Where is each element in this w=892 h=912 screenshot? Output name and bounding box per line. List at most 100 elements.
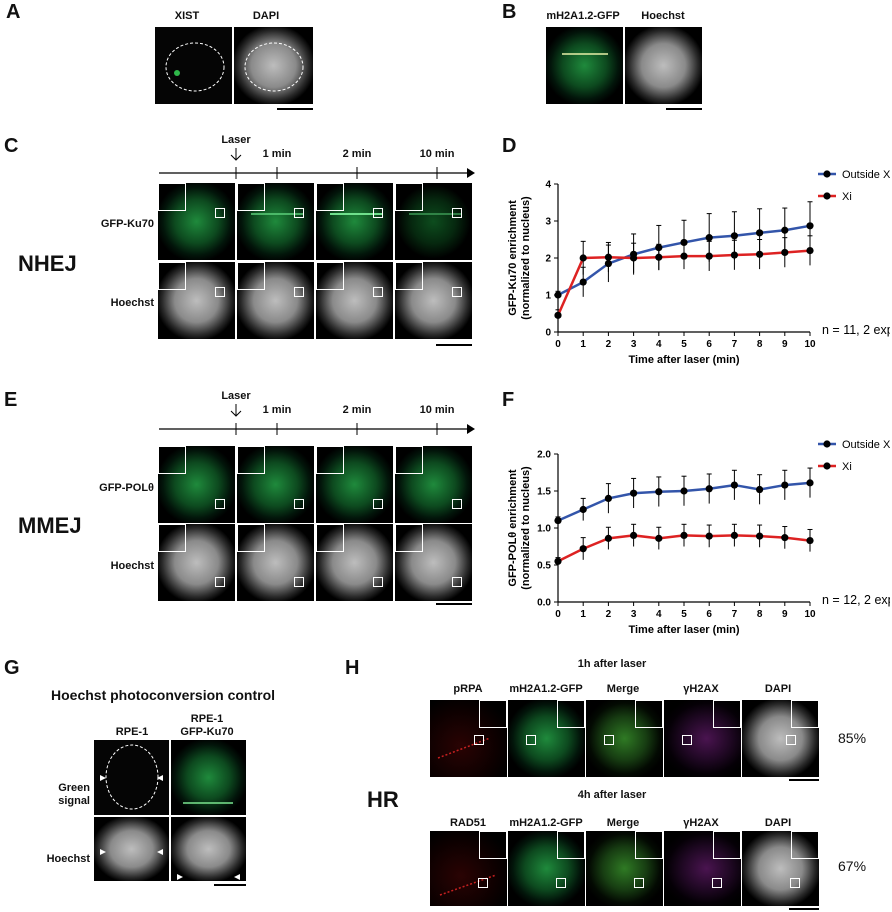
zoom-inset	[395, 446, 423, 474]
h-bottom-title: 4h after laser	[577, 789, 647, 801]
x-tick-label: 7	[732, 339, 738, 350]
data-point	[705, 485, 713, 493]
hoechst-e-t2	[316, 524, 393, 601]
roi-box	[712, 878, 722, 888]
roi-box	[452, 499, 462, 509]
roi-box	[682, 735, 692, 745]
data-point	[579, 254, 587, 262]
zoom-inset	[479, 831, 507, 859]
roi-box	[373, 499, 383, 509]
zoom-inset	[237, 183, 265, 211]
scale-bar	[436, 603, 472, 605]
hr-label: HR	[367, 787, 399, 812]
x-tick-label: 9	[782, 339, 788, 350]
pct-top: 85%	[838, 730, 867, 746]
x-tick-label: 10	[804, 609, 816, 620]
data-point	[579, 505, 587, 514]
panel-letter-d: D	[502, 135, 517, 157]
zoom-inset	[158, 262, 186, 290]
roi-box	[373, 208, 383, 218]
time-1min: 1 min	[262, 148, 292, 160]
y-tick-label: 3	[545, 217, 551, 228]
data-point	[806, 479, 814, 487]
mh2a-gfp-image	[546, 27, 623, 104]
pct-bottom: 67%	[838, 858, 867, 874]
zoom-inset	[158, 183, 186, 211]
g-rpe1-green	[94, 740, 169, 815]
row-green-signal: Green signal	[58, 782, 90, 807]
h-top-col-4: γH2AX	[683, 683, 719, 695]
roi-box	[452, 287, 462, 297]
zoom-inset	[635, 700, 663, 728]
roi-box	[215, 499, 225, 509]
data-point	[630, 254, 638, 262]
time-1min: 1 min	[262, 404, 292, 416]
y-tick-label: 0.5	[537, 561, 551, 572]
h-top-title: 1h after laser	[577, 658, 647, 670]
data-point	[554, 517, 562, 525]
data-point	[655, 253, 663, 261]
scale-bar	[214, 884, 246, 886]
laser-label: Laser	[221, 390, 251, 402]
data-point	[630, 489, 638, 497]
scale-bar	[666, 108, 702, 110]
ku70-t0	[158, 183, 235, 260]
data-point	[730, 481, 738, 489]
y-axis-label: GFP-POLθ enrichment(normalized to nucleu…	[507, 466, 532, 590]
data-point	[604, 253, 612, 261]
roi-box	[373, 287, 383, 297]
data-point	[705, 252, 713, 260]
zoom-inset	[237, 446, 265, 474]
col-rpe1-gfp-ku70: RPE-1 GFP-Ku70	[180, 713, 234, 738]
pol-t1	[237, 446, 314, 523]
time-2min: 2 min	[342, 148, 372, 160]
nucleus-outline	[165, 42, 225, 92]
label-mh2a-gfp: mH2A1.2-GFP	[546, 10, 620, 22]
dapi-image	[234, 27, 313, 104]
roi-box	[215, 577, 225, 587]
roi-box	[452, 208, 462, 218]
h-mh2a-bot	[508, 831, 585, 906]
hoechst-c-t0	[158, 262, 235, 339]
h-bot-col-4: γH2AX	[683, 817, 719, 829]
label-xist: XIST	[174, 10, 200, 22]
roi-box	[373, 577, 383, 587]
zoom-inset	[557, 831, 585, 859]
y-tick-label: 1.5	[537, 487, 551, 498]
h-merge-top	[586, 700, 663, 777]
y-tick-label: 1	[545, 291, 551, 302]
hoechst-c-t10	[395, 262, 472, 339]
data-point	[579, 545, 587, 553]
x-tick-label: 6	[706, 609, 712, 620]
data-point	[806, 247, 814, 255]
row-label-hoechst: Hoechst	[110, 560, 154, 572]
data-point	[655, 534, 663, 542]
hoechst-c-t1	[237, 262, 314, 339]
data-point	[630, 531, 638, 539]
data-point	[554, 291, 562, 299]
xist-image	[155, 27, 232, 104]
data-point	[781, 226, 789, 234]
scale-bar	[789, 779, 819, 781]
data-point	[781, 248, 789, 257]
row-label-gfp-ku70: GFP-Ku70	[100, 218, 154, 230]
h-bot-col-1: RAD51	[449, 817, 487, 829]
panel-letter-c: C	[4, 135, 19, 157]
y-tick-label: 0.0	[537, 598, 551, 609]
zoom-inset	[237, 262, 265, 290]
roi-box	[556, 878, 566, 888]
zoom-inset	[791, 831, 819, 859]
zoom-inset	[158, 524, 186, 552]
legend-marker	[823, 192, 831, 200]
legend-label: Xi	[842, 191, 852, 203]
mmej-label: MMEJ	[18, 513, 82, 538]
data-point	[579, 278, 587, 286]
data-point	[655, 488, 663, 496]
x-tick-label: 1	[580, 609, 586, 620]
zoom-inset	[557, 700, 585, 728]
roi-box	[215, 287, 225, 297]
data-point	[705, 234, 713, 242]
x-tick-label: 2	[606, 609, 612, 620]
x-tick-label: 3	[631, 339, 637, 350]
hoechst-c-t2	[316, 262, 393, 339]
